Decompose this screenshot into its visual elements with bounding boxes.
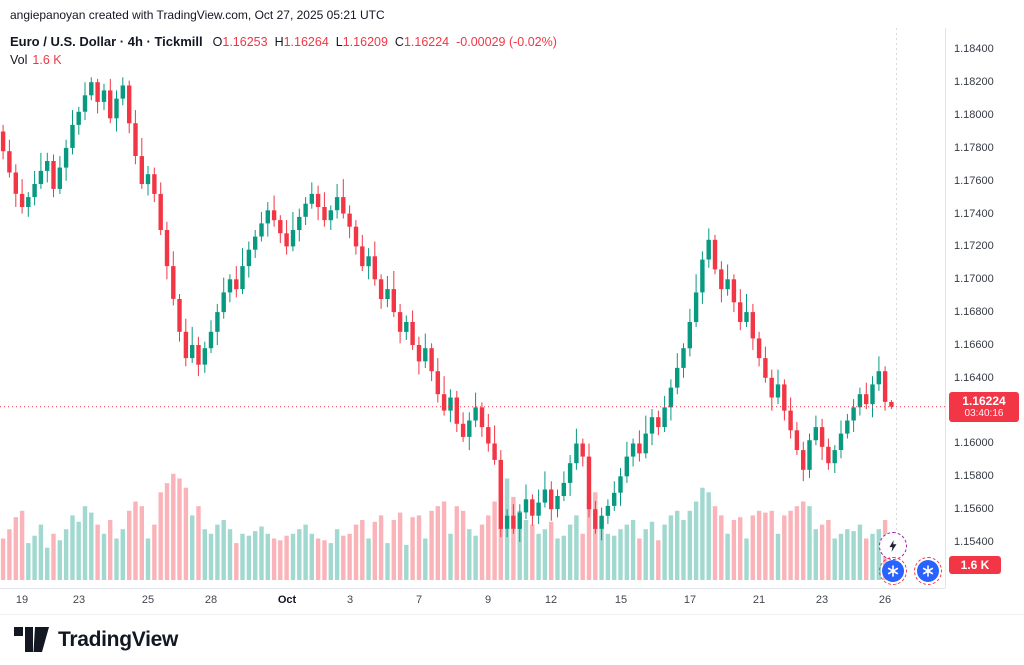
- time-axis-label: 28: [204, 594, 218, 606]
- current-price: 1.16224: [962, 394, 1006, 408]
- time-axis-label: 21: [752, 594, 766, 606]
- price-axis-label: 1.17800: [954, 142, 994, 154]
- reaction-emoji: [882, 560, 904, 582]
- price-axis-label: 1.17400: [954, 208, 994, 220]
- time-axis-label: Oct: [277, 594, 297, 606]
- price-axis-label: 1.18200: [954, 76, 994, 88]
- price-axis-label: 1.15800: [954, 470, 994, 482]
- snowflake-icon: [887, 565, 899, 577]
- price-axis-label: 1.16800: [954, 306, 994, 318]
- time-axis-label: 7: [415, 594, 423, 606]
- price-axis-label: 1.16400: [954, 372, 994, 384]
- tradingview-logo[interactable]: TradingView: [14, 626, 178, 654]
- time-axis-label: 26: [878, 594, 892, 606]
- attribution-text: angiepanoyan created with TradingView.co…: [10, 8, 385, 22]
- candlestick-chart[interactable]: [0, 28, 945, 588]
- price-axis-label: 1.15600: [954, 503, 994, 515]
- price-axis-label: 1.18000: [954, 109, 994, 121]
- reaction-bubble-icon[interactable]: [879, 557, 907, 585]
- reaction-emoji: [917, 560, 939, 582]
- price-axis-label: 1.16600: [954, 339, 994, 351]
- time-axis-label: 12: [544, 594, 558, 606]
- price-axis-label: 1.18400: [954, 43, 994, 55]
- volume-label: Vol: [10, 53, 28, 67]
- volume-value: 1.6 K: [32, 53, 62, 67]
- reaction-bubble-icon[interactable]: [914, 557, 942, 585]
- time-axis-label: 19: [15, 594, 29, 606]
- price-axis-label: 1.16000: [954, 437, 994, 449]
- brand-wordmark: TradingView: [58, 628, 179, 651]
- legend: Euro / U.S. Dollar · 4h · Tickmill O1.16…: [10, 33, 557, 69]
- price-axis-label: 1.17000: [954, 273, 994, 285]
- ohlc-close: C1.16224: [394, 35, 450, 49]
- ohlc-open: O1.16253: [212, 35, 268, 49]
- time-axis-label: 17: [683, 594, 697, 606]
- symbol-title[interactable]: Euro / U.S. Dollar · 4h · Tickmill: [10, 34, 203, 49]
- time-axis[interactable]: 19 23 25 28 Oct 3 7 9 12 15 17 21 23 26: [0, 588, 945, 614]
- time-axis-label: 23: [72, 594, 86, 606]
- bar-countdown: 03:40:16: [964, 408, 1004, 419]
- time-axis-label: 3: [346, 594, 354, 606]
- change-value: -0.00029 (-0.02%): [456, 35, 557, 49]
- lightning-reaction-icon[interactable]: [879, 532, 907, 560]
- price-axis-label: 1.17200: [954, 240, 994, 252]
- time-axis-label: 25: [141, 594, 155, 606]
- current-price-badge: 1.16224 03:40:16: [949, 392, 1019, 422]
- tradingview-mark-icon: [14, 627, 49, 652]
- current-volume-badge: 1.6 K: [949, 556, 1001, 574]
- price-axis-label: 1.17600: [954, 175, 994, 187]
- ohlc-high: H1.16264: [274, 35, 329, 49]
- time-axis-label: 9: [484, 594, 492, 606]
- ohlc-low: L1.16209: [335, 35, 388, 49]
- lightning-icon: [889, 540, 897, 552]
- time-axis-label: 23: [815, 594, 829, 606]
- price-axis[interactable]: 1.16224 03:40:16 1.6 K 1.18400 1.18200 1.1…: [945, 28, 1024, 588]
- time-axis-label: 15: [614, 594, 628, 606]
- snowflake-icon: [922, 565, 934, 577]
- price-axis-label: 1.15400: [954, 536, 994, 548]
- footer: TradingView: [0, 614, 1024, 665]
